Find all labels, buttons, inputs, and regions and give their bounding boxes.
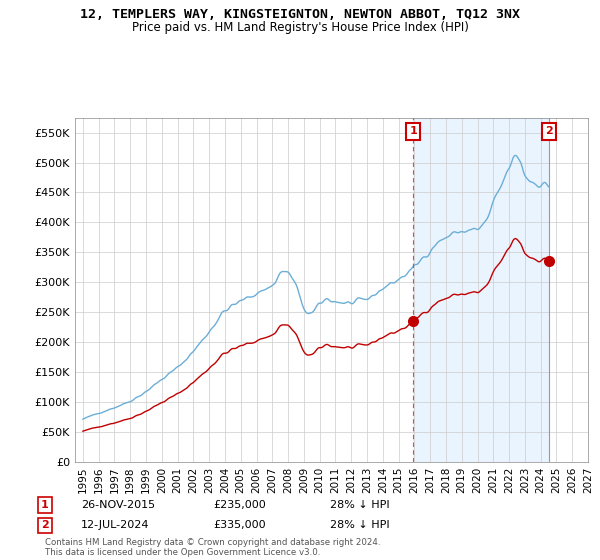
Text: 2: 2 bbox=[41, 520, 49, 530]
Text: 28% ↓ HPI: 28% ↓ HPI bbox=[330, 520, 389, 530]
Text: Contains HM Land Registry data © Crown copyright and database right 2024.
This d: Contains HM Land Registry data © Crown c… bbox=[45, 538, 380, 557]
Bar bbox=[413, 118, 549, 462]
Text: 12-JUL-2024: 12-JUL-2024 bbox=[81, 520, 149, 530]
Text: 1: 1 bbox=[41, 500, 49, 510]
Text: 28% ↓ HPI: 28% ↓ HPI bbox=[330, 500, 389, 510]
Text: £235,000: £235,000 bbox=[213, 500, 266, 510]
Text: 1: 1 bbox=[409, 126, 417, 136]
Text: £335,000: £335,000 bbox=[213, 520, 266, 530]
Text: Price paid vs. HM Land Registry's House Price Index (HPI): Price paid vs. HM Land Registry's House … bbox=[131, 21, 469, 34]
Text: 12, TEMPLERS WAY, KINGSTEIGNTON, NEWTON ABBOT, TQ12 3NX: 12, TEMPLERS WAY, KINGSTEIGNTON, NEWTON … bbox=[80, 8, 520, 21]
Text: 2: 2 bbox=[545, 126, 553, 136]
Bar bbox=[549, 118, 600, 462]
Text: 26-NOV-2015: 26-NOV-2015 bbox=[81, 500, 155, 510]
